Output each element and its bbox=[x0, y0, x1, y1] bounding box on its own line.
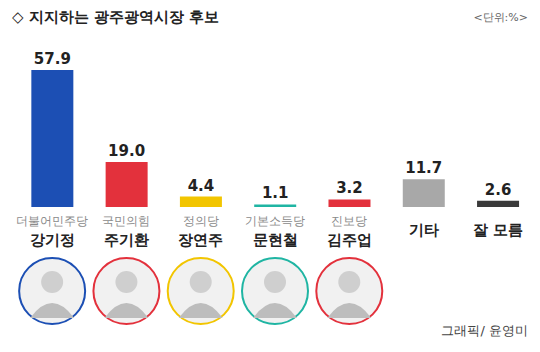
svg-text:기본소득당: 기본소득당 bbox=[245, 214, 305, 228]
svg-text:진보당: 진보당 bbox=[331, 214, 367, 228]
html-text:<단위:%>: <단위:%> bbox=[473, 11, 528, 24]
svg-text:57.9: 57.9 bbox=[34, 50, 71, 68]
svg-text:더불어민주당: 더불어민주당 bbox=[16, 214, 88, 228]
svg-text:장연주: 장연주 bbox=[178, 231, 223, 249]
svg-text:김주업: 김주업 bbox=[327, 231, 372, 249]
svg-text:19.0: 19.0 bbox=[108, 142, 145, 160]
svg-text:11.7: 11.7 bbox=[405, 159, 442, 177]
svg-text:정의당: 정의당 bbox=[183, 214, 219, 228]
html-text:◇ 지지하는 광주광역시장 후보: ◇ 지지하는 광주광역시장 후보 bbox=[12, 8, 220, 26]
svg-text:잘 모름: 잘 모름 bbox=[473, 221, 523, 239]
svg-text:문현철: 문현철 bbox=[253, 231, 298, 249]
svg-text:국민의힘: 국민의힘 bbox=[102, 214, 150, 228]
svg-text:기타: 기타 bbox=[409, 221, 439, 239]
svg-text:강기정: 강기정 bbox=[30, 231, 75, 249]
svg-text:1.1: 1.1 bbox=[262, 184, 289, 202]
svg-text:3.2: 3.2 bbox=[336, 179, 363, 197]
html-text:그래픽/ 윤영미: 그래픽/ 윤영미 bbox=[441, 323, 528, 338]
svg-text:4.4: 4.4 bbox=[188, 177, 215, 195]
svg-text:2.6: 2.6 bbox=[485, 181, 512, 199]
svg-text:주기환: 주기환 bbox=[104, 231, 149, 249]
